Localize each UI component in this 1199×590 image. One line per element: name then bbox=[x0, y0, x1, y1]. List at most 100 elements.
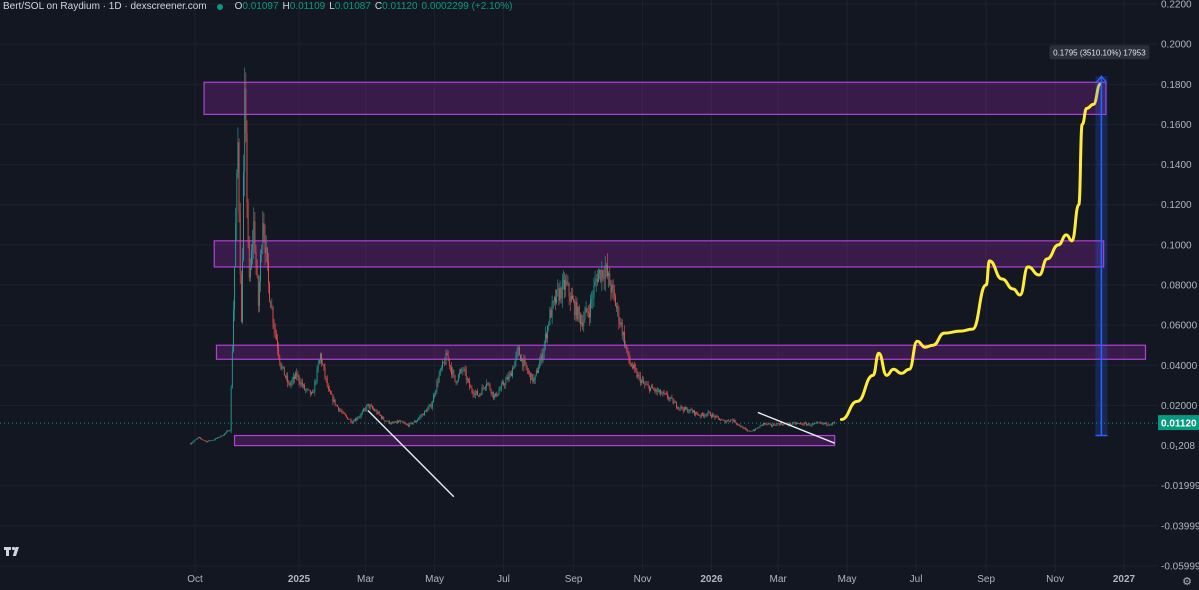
candle bbox=[372, 405, 373, 410]
candle bbox=[812, 423, 814, 426]
candle-body bbox=[782, 424, 784, 425]
candle bbox=[507, 372, 509, 383]
candle bbox=[296, 368, 298, 381]
candle-body bbox=[557, 288, 559, 290]
candle-body bbox=[256, 264, 258, 277]
tradingview-logo-icon[interactable] bbox=[3, 544, 23, 562]
candle-body bbox=[305, 389, 307, 391]
candle bbox=[589, 303, 590, 326]
candle bbox=[598, 267, 599, 283]
candle-body bbox=[482, 387, 484, 388]
candle-body bbox=[646, 384, 648, 386]
candle bbox=[757, 426, 759, 429]
candle-body bbox=[496, 393, 498, 397]
zone-rect bbox=[213, 240, 1105, 268]
candle bbox=[504, 382, 506, 389]
candle bbox=[770, 423, 772, 428]
candle bbox=[760, 424, 762, 427]
candle bbox=[824, 423, 825, 425]
candle bbox=[496, 391, 498, 398]
candle-body bbox=[802, 424, 804, 426]
candle-body bbox=[650, 387, 651, 391]
candle-body bbox=[466, 379, 468, 381]
candle-body bbox=[758, 427, 760, 429]
candle-body bbox=[367, 403, 369, 406]
candle bbox=[602, 269, 604, 282]
gear-icon[interactable]: ⚙ bbox=[1182, 576, 1192, 588]
candle bbox=[794, 421, 796, 426]
candle bbox=[756, 428, 758, 430]
candle-body bbox=[651, 386, 652, 388]
candle bbox=[556, 289, 558, 305]
candle-body bbox=[378, 412, 380, 415]
candle bbox=[234, 266, 235, 322]
candle bbox=[378, 410, 380, 416]
candle-body bbox=[426, 410, 428, 412]
candle bbox=[477, 388, 478, 396]
candle-body bbox=[358, 416, 360, 419]
candle-body bbox=[237, 142, 239, 173]
candle-body bbox=[286, 376, 287, 378]
candle bbox=[832, 422, 833, 426]
candle bbox=[744, 427, 746, 431]
candle-body bbox=[565, 280, 567, 290]
candle-body bbox=[195, 439, 197, 440]
candle-body bbox=[637, 374, 639, 378]
candle-body bbox=[598, 273, 599, 282]
candle bbox=[209, 440, 211, 442]
candle-body bbox=[754, 430, 755, 431]
candle-body bbox=[678, 407, 680, 409]
candle-body bbox=[292, 376, 294, 380]
candle bbox=[202, 439, 204, 441]
candle bbox=[256, 259, 258, 279]
candle bbox=[228, 430, 230, 432]
candle-body bbox=[670, 397, 672, 399]
candle bbox=[641, 378, 642, 386]
candle bbox=[668, 395, 669, 401]
candle-body bbox=[631, 366, 633, 368]
y-tick-label: 0.1600 bbox=[1161, 120, 1192, 131]
candle bbox=[688, 409, 690, 414]
candle-body bbox=[234, 266, 235, 310]
candle-body bbox=[828, 424, 830, 426]
candle-body bbox=[778, 423, 780, 425]
candle bbox=[540, 353, 542, 366]
candle-body bbox=[553, 297, 555, 301]
candle-body bbox=[390, 423, 391, 425]
candle bbox=[813, 421, 815, 425]
candle-body bbox=[221, 435, 223, 437]
candle-body bbox=[392, 422, 394, 423]
candle-body bbox=[410, 422, 412, 424]
candle bbox=[377, 410, 379, 415]
candle-body bbox=[307, 388, 309, 390]
candle-body bbox=[708, 411, 710, 413]
candle-body bbox=[683, 407, 685, 411]
candle bbox=[455, 381, 457, 386]
candle bbox=[237, 127, 239, 179]
candle bbox=[600, 269, 602, 283]
candle bbox=[566, 273, 568, 287]
candle bbox=[655, 388, 657, 395]
candle-body bbox=[750, 431, 752, 432]
candle bbox=[801, 422, 803, 426]
candle-body bbox=[300, 382, 302, 385]
candle-body bbox=[513, 368, 515, 369]
candle bbox=[523, 354, 525, 372]
candle-body bbox=[208, 440, 209, 442]
candle-body bbox=[537, 370, 538, 373]
price-candles bbox=[190, 67, 836, 445]
measure-label-text: 0.1795 (3510.10%) 17953 bbox=[1053, 48, 1146, 57]
candle bbox=[667, 391, 668, 400]
candle bbox=[390, 422, 391, 425]
candle bbox=[735, 422, 737, 426]
candle bbox=[561, 273, 563, 308]
candle-body bbox=[409, 423, 411, 427]
candle bbox=[481, 384, 483, 395]
candle bbox=[764, 422, 766, 426]
candle bbox=[291, 376, 293, 386]
candle-body bbox=[413, 421, 415, 423]
candle bbox=[424, 410, 425, 416]
candle bbox=[716, 414, 718, 418]
candle-body bbox=[655, 389, 657, 392]
